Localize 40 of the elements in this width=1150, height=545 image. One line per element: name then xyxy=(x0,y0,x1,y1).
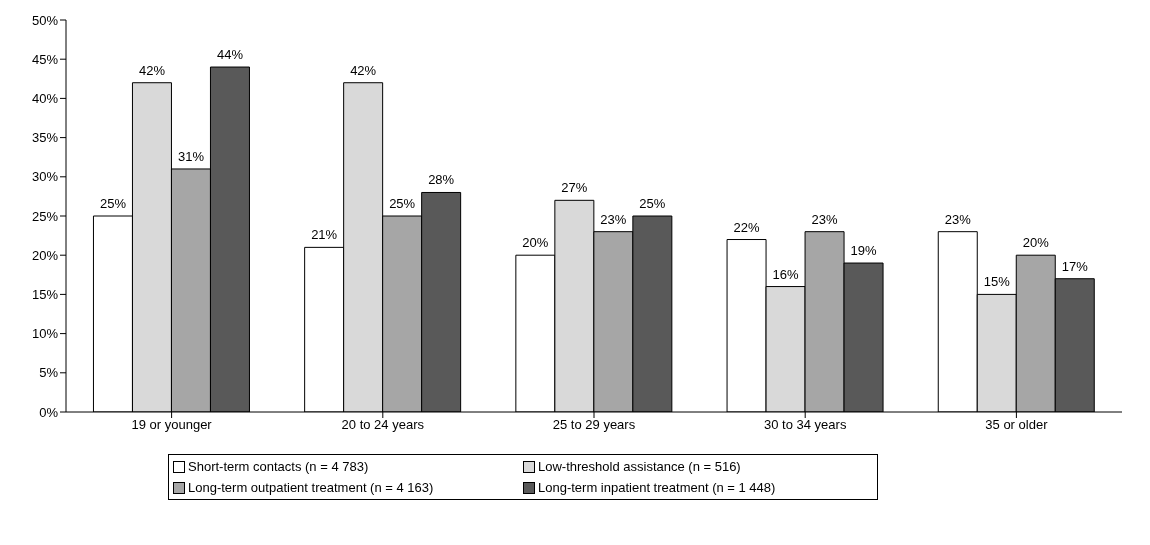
y-tick-label: 5% xyxy=(39,365,59,381)
legend-label: Long-term inpatient treatment (n = 1 448) xyxy=(538,480,776,495)
data-label: 17% xyxy=(1061,258,1089,274)
data-label: 23% xyxy=(944,211,972,227)
data-label: 25% xyxy=(99,196,127,211)
x-tick-label: 30 to 34 years xyxy=(764,417,847,433)
data-label: 25% xyxy=(639,196,666,211)
data-label: 21% xyxy=(311,227,338,243)
data-label: 28% xyxy=(428,172,455,188)
y-tick-label: 45% xyxy=(31,51,59,67)
data-label: 44% xyxy=(216,47,244,63)
legend-label: Short-term contacts (n = 4 783) xyxy=(188,459,369,474)
x-tick-label: 20 to 24 years xyxy=(341,417,425,433)
y-tick-label: 30% xyxy=(31,169,59,185)
data-label: 16% xyxy=(772,266,799,282)
legend-label: Low-threshold assistance (n = 516) xyxy=(538,459,741,474)
data-label: 31% xyxy=(177,148,205,164)
y-tick-label: 15% xyxy=(31,287,59,303)
x-tick-label: 35 or older xyxy=(985,417,1049,433)
data-label: 42% xyxy=(138,62,166,78)
y-tick-label: 20% xyxy=(31,247,59,263)
y-tick-label: 25% xyxy=(31,208,59,224)
y-tick-label: 40% xyxy=(31,91,59,107)
y-tick-label: 35% xyxy=(31,130,59,146)
x-tick-label: 19 or younger xyxy=(131,417,213,433)
y-tick-label: 10% xyxy=(31,326,59,342)
data-label: 20% xyxy=(1022,235,1050,251)
data-label: 23% xyxy=(811,211,838,227)
data-label: 22% xyxy=(733,219,760,235)
data-label: 23% xyxy=(600,211,627,227)
data-label: 19% xyxy=(850,243,877,259)
data-label: 20% xyxy=(522,235,549,251)
data-label: 27% xyxy=(561,180,588,196)
y-tick-label: 50% xyxy=(31,12,59,28)
x-tick-label: 25 to 29 years xyxy=(552,417,636,433)
data-label: 42% xyxy=(350,62,377,78)
data-label: 25% xyxy=(389,196,416,211)
y-tick-label: 0% xyxy=(39,404,59,420)
legend-label: Long-term outpatient treatment (n = 4 163) xyxy=(188,480,434,495)
data-label: 15% xyxy=(983,274,1011,290)
